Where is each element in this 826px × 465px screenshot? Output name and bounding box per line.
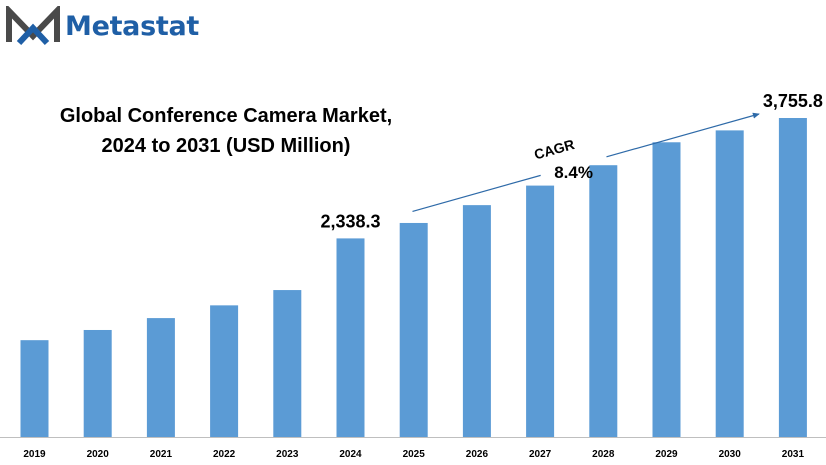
- brand-logo: Metastat: [5, 6, 199, 46]
- x-tick-label-2019: 2019: [23, 449, 46, 460]
- x-tick-label-2028: 2028: [592, 449, 615, 460]
- bar-2019: [20, 340, 49, 437]
- x-tick-label-2022: 2022: [213, 449, 236, 460]
- x-tick-label-2024: 2024: [339, 449, 362, 460]
- x-tick-label-2029: 2029: [655, 449, 678, 460]
- x-tick-label-2026: 2026: [466, 449, 489, 460]
- x-tick-label-2020: 2020: [87, 449, 110, 460]
- x-tick-label-2021: 2021: [150, 449, 173, 460]
- cagr-label: CAGR: [532, 136, 576, 163]
- chart-title-line-2: 2024 to 2031 (USD Million): [101, 135, 351, 157]
- cagr-arrow-segment-2: [606, 112, 760, 158]
- bar-2029: [652, 142, 681, 437]
- brand-name: Metastat: [65, 10, 200, 42]
- x-tick-label-2023: 2023: [276, 449, 299, 460]
- cagr-arrow-segment-1: [412, 174, 541, 212]
- bar-2030: [715, 130, 744, 438]
- bar-2023: [273, 290, 302, 437]
- data-label-2024: 2,338.3: [320, 211, 380, 231]
- bar-2025: [399, 222, 428, 437]
- x-tick-label-2025: 2025: [403, 449, 426, 460]
- chart-title: Global Conference Camera Market, 2024 to…: [20, 101, 432, 161]
- data-label-2031: 3,755.8: [763, 91, 823, 111]
- bar-2024: [336, 238, 365, 437]
- x-tick-label-2027: 2027: [529, 449, 552, 460]
- metastat-m-logo-icon: [6, 6, 60, 46]
- chart-title-line-1: Global Conference Camera Market,: [59, 105, 393, 127]
- bar-2020: [83, 329, 112, 437]
- bar-2027: [526, 185, 555, 437]
- x-tick-label-2031: 2031: [782, 449, 805, 460]
- bar-2028: [589, 165, 618, 437]
- cagr-value: 8.4%: [554, 163, 593, 182]
- bar-2022: [210, 305, 239, 437]
- bar-2021: [146, 318, 175, 437]
- x-tick-label-2030: 2030: [719, 449, 742, 460]
- bar-2031: [778, 118, 807, 437]
- bar-2026: [462, 205, 491, 437]
